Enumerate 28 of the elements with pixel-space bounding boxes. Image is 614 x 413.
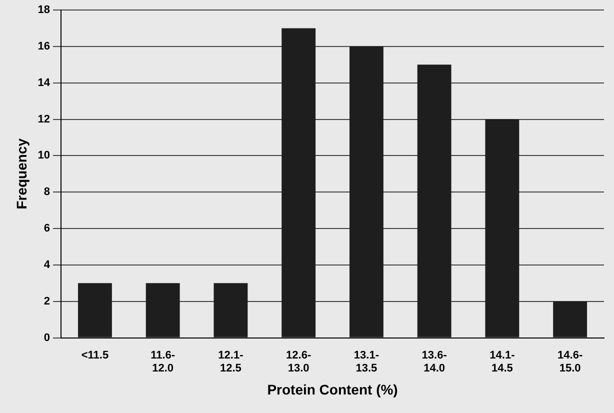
x-tick-label: <11.5 — [81, 349, 109, 362]
x-tick-label: 14.6-15.0 — [558, 349, 583, 375]
bar — [282, 28, 316, 338]
x-tick-label: 14.1-14.5 — [490, 349, 516, 375]
y-tick-label: 18 — [38, 4, 50, 16]
y-tick-label: 16 — [38, 40, 50, 52]
y-tick-label: 6 — [44, 222, 50, 235]
x-tick-label: 12.1-12.5 — [218, 349, 244, 375]
y-tick-label: 8 — [44, 186, 50, 198]
x-tick-label: 13.1-13.5 — [354, 349, 380, 375]
y-axis-title: Frequency — [13, 138, 30, 210]
x-tick-label: 11.6-12.0 — [150, 349, 176, 375]
bar — [78, 283, 112, 338]
y-tick-label: 2 — [44, 295, 50, 308]
y-tick-label: 10 — [38, 150, 50, 162]
bar — [146, 283, 180, 338]
bar — [349, 46, 384, 338]
y-tick-label: 4 — [44, 258, 51, 271]
x-axis-title: Protein Content (%) — [267, 381, 398, 398]
bar — [553, 301, 588, 338]
x-tick-label: 12.6-13.0 — [286, 349, 312, 375]
y-tick-label: 0 — [44, 332, 50, 344]
x-tick-label: 13.6-14.0 — [422, 349, 448, 375]
bar — [214, 283, 248, 338]
y-tick-label: 12 — [38, 113, 50, 126]
y-tick-label: 14 — [38, 76, 51, 89]
bar — [417, 64, 452, 338]
bar — [485, 119, 520, 338]
